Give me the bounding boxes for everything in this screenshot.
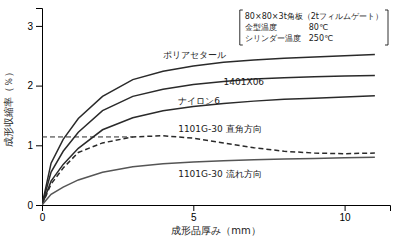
series-line xyxy=(42,75,375,205)
series-line xyxy=(42,136,375,205)
y-axis-tick-label: 2 xyxy=(27,80,33,91)
y-axis-tick-label: 1 xyxy=(27,140,33,151)
y-axis-tick-mark xyxy=(36,86,42,87)
curve-label: ナイロン6 xyxy=(178,96,220,106)
x-axis-line xyxy=(43,206,391,212)
y-axis-tick-mark xyxy=(36,26,42,27)
curve-label: 1101G-30 直角方向 xyxy=(178,124,261,134)
annotations: ポリアセタール 1401X06 ナイロン6 1101G-30 直角方向 1101G-30… xyxy=(163,50,264,179)
x-axis-tick: 10 xyxy=(340,205,352,223)
info-box: 80×80×3t角板（2tフィルムゲート） 金型温度 80℃ シリンダー温度 250… xyxy=(240,10,388,45)
reference-line xyxy=(42,136,133,137)
y-axis-tick-mark xyxy=(36,205,42,206)
series-line xyxy=(42,55,375,205)
info-text: 80×80×3t角板（2tフィルムゲート） 金型温度 80℃ シリンダー温度 250… xyxy=(245,12,383,43)
info-line: シリンダー温度 250℃ xyxy=(245,34,333,43)
y-axis: 0 1 2 3 xyxy=(27,9,42,211)
series-line xyxy=(42,96,375,205)
y-axis-line xyxy=(36,9,43,206)
bracket xyxy=(385,10,388,45)
marks xyxy=(42,55,375,205)
series-line xyxy=(42,157,375,205)
bracket xyxy=(240,10,243,45)
y-axis-tick: 1 xyxy=(27,140,42,151)
x-axis-tick: 5 xyxy=(191,205,197,223)
y-axis-title: 成形収縮率（％） xyxy=(3,67,14,147)
y-axis-tick: 3 xyxy=(27,21,42,32)
x-axis-tick-mark xyxy=(345,205,346,211)
plot: 0 5 10 0 1 2 3 ポリアセタール 1401X06 ナイロン6 1101G-30 直角方向… xyxy=(27,9,390,224)
x-axis-tick-label: 5 xyxy=(191,212,197,223)
info-line: 金型温度 80℃ xyxy=(245,23,328,32)
curve-label: 1101G-30 流れ方向 xyxy=(178,169,261,179)
y-axis-tick-label: 3 xyxy=(27,21,33,32)
chart: 0 5 10 0 1 2 3 ポリアセタール 1401X06 ナイロン6 1101G-30 直角方向… xyxy=(0,0,400,239)
curve-label: ポリアセタール xyxy=(163,50,226,60)
curve-label: 1401X06 xyxy=(224,77,265,87)
x-axis-tick-label: 10 xyxy=(340,212,352,223)
x-axis: 0 5 10 xyxy=(40,205,391,223)
x-axis-tick: 0 xyxy=(40,205,46,223)
y-axis-tick-label: 0 xyxy=(27,200,33,211)
y-axis-tick: 0 xyxy=(27,200,42,211)
y-axis-tick-mark xyxy=(36,145,42,146)
y-axis-tick: 2 xyxy=(27,80,42,91)
x-axis-tick-label: 0 xyxy=(40,212,46,223)
x-axis-tick-mark xyxy=(193,205,194,211)
info-line: 80×80×3t角板（2tフィルムゲート） xyxy=(245,12,383,21)
x-axis-title: 成形品厚み（mm） xyxy=(171,225,260,236)
